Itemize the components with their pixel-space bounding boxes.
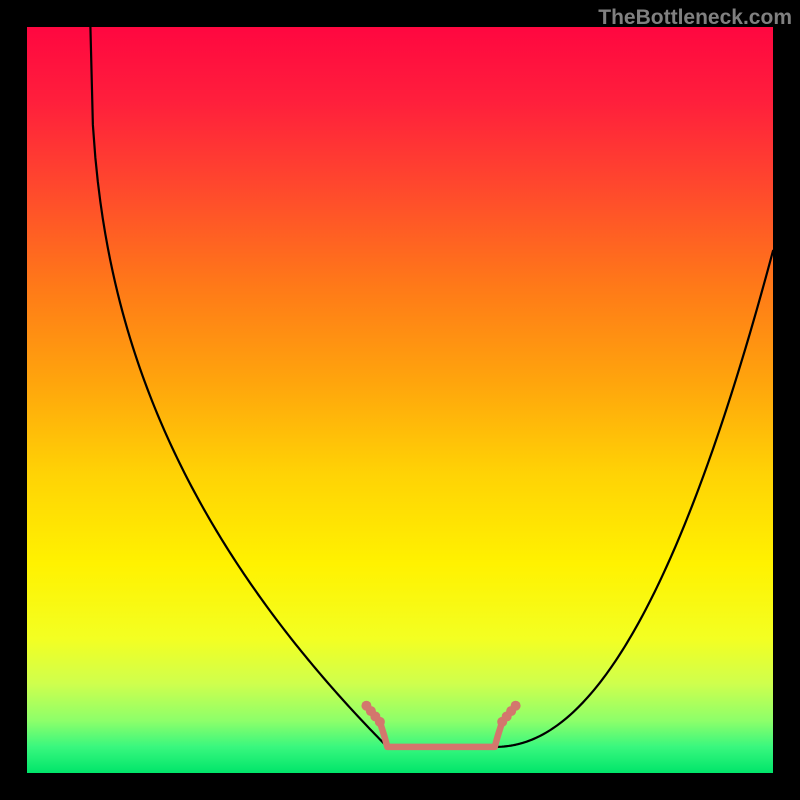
bottleneck-chart <box>0 0 800 800</box>
watermark-text: TheBottleneck.com <box>598 6 792 30</box>
chart-frame: TheBottleneck.com <box>0 0 800 800</box>
